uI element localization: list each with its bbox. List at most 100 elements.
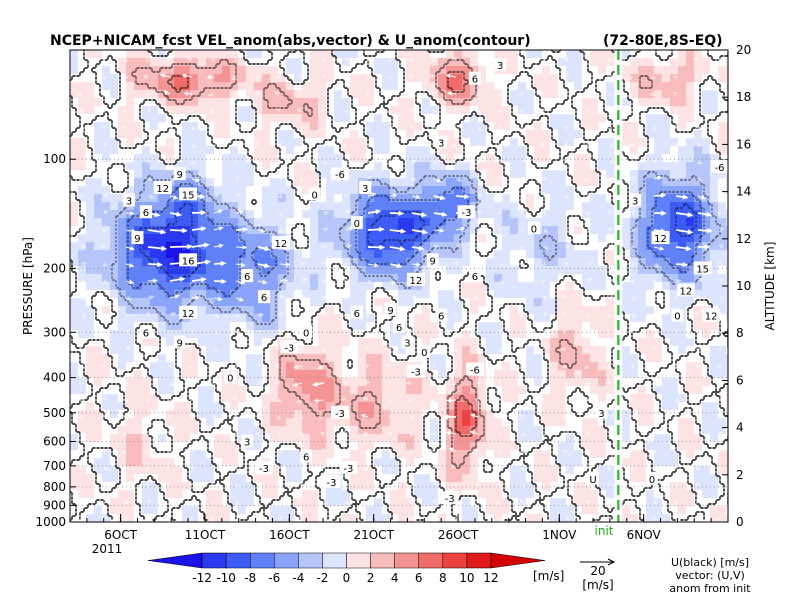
shading-cell bbox=[406, 98, 415, 107]
shading-cell bbox=[430, 50, 439, 59]
shading-cell bbox=[78, 402, 87, 411]
shading-cell bbox=[286, 426, 295, 435]
shading-cell bbox=[78, 322, 87, 331]
shading-cell bbox=[262, 250, 271, 259]
shading-cell bbox=[638, 186, 647, 195]
shading-cell bbox=[198, 154, 207, 163]
shading-cell bbox=[662, 186, 671, 195]
shading-cell bbox=[446, 394, 455, 403]
shading-cell bbox=[334, 306, 343, 315]
wind-vector bbox=[100, 379, 106, 385]
shading-cell bbox=[382, 290, 391, 299]
shading-cell bbox=[606, 186, 615, 195]
shading-cell bbox=[294, 178, 303, 187]
shading-cell bbox=[222, 66, 231, 75]
shading-cell bbox=[222, 482, 231, 491]
shading-cell bbox=[678, 218, 687, 227]
shading-cell bbox=[654, 418, 663, 427]
shading-cell bbox=[454, 322, 463, 331]
shading-cell bbox=[134, 410, 143, 419]
shading-cell bbox=[382, 170, 391, 179]
shading-cell bbox=[206, 218, 215, 227]
shading-cell bbox=[654, 466, 663, 475]
shading-cell bbox=[374, 474, 383, 483]
shading-cell bbox=[414, 66, 423, 75]
shading-cell bbox=[214, 498, 223, 507]
shading-cell bbox=[310, 498, 319, 507]
shading-cell bbox=[470, 394, 479, 403]
shading-cell bbox=[182, 162, 191, 171]
shading-cell bbox=[286, 490, 295, 499]
shading-cell bbox=[390, 498, 399, 507]
shading-cell bbox=[270, 66, 279, 75]
shading-cell bbox=[502, 114, 511, 123]
shading-cell bbox=[638, 242, 647, 251]
shading-cell bbox=[230, 210, 239, 219]
shading-cell bbox=[214, 106, 223, 115]
shading-cell bbox=[166, 258, 175, 267]
shading-cell bbox=[686, 242, 695, 251]
shading-cell bbox=[550, 82, 559, 91]
shading-cell bbox=[126, 98, 135, 107]
shading-cell bbox=[502, 338, 511, 347]
shading-cell bbox=[254, 82, 263, 91]
shading-cell bbox=[70, 226, 79, 235]
shading-cell bbox=[462, 314, 471, 323]
shading-cell bbox=[638, 442, 647, 451]
shading-cell bbox=[334, 194, 343, 203]
shading-cell bbox=[206, 98, 215, 107]
shading-cell bbox=[414, 434, 423, 443]
shading-cell bbox=[78, 314, 87, 323]
wind-vector bbox=[80, 278, 86, 284]
shading-cell bbox=[102, 114, 111, 123]
shading-cell bbox=[486, 130, 495, 139]
shading-cell bbox=[134, 290, 143, 299]
shading-cell bbox=[302, 162, 311, 171]
shading-cell bbox=[462, 322, 471, 331]
shading-cell bbox=[694, 450, 703, 459]
shading-cell bbox=[238, 458, 247, 467]
shading-cell bbox=[70, 58, 79, 67]
shading-cell bbox=[590, 138, 599, 147]
shading-cell bbox=[534, 474, 543, 483]
shading-cell bbox=[422, 506, 431, 515]
shading-cell bbox=[702, 442, 711, 451]
shading-cell bbox=[494, 170, 503, 179]
shading-cell bbox=[110, 178, 119, 187]
shading-cell bbox=[686, 458, 695, 467]
shading-cell bbox=[206, 402, 215, 411]
shading-cell bbox=[438, 162, 447, 171]
shading-cell bbox=[94, 146, 103, 155]
shading-cell bbox=[158, 98, 167, 107]
shading-cell bbox=[670, 298, 679, 307]
shading-cell bbox=[134, 474, 143, 483]
shading-cell bbox=[222, 450, 231, 459]
shading-cell bbox=[310, 306, 319, 315]
shading-cell bbox=[150, 282, 159, 291]
shading-cell bbox=[638, 370, 647, 379]
shading-cell bbox=[262, 490, 271, 499]
shading-cell bbox=[454, 434, 463, 443]
shading-cell bbox=[478, 274, 487, 283]
shading-cell bbox=[118, 138, 127, 147]
shading-cell bbox=[638, 354, 647, 363]
shading-cell bbox=[158, 370, 167, 379]
shading-cell bbox=[462, 138, 471, 147]
shading-cell bbox=[710, 362, 719, 371]
shading-cell bbox=[238, 130, 247, 139]
shading-cell bbox=[454, 290, 463, 299]
shading-cell bbox=[270, 170, 279, 179]
shading-cell bbox=[558, 306, 567, 315]
shading-cell bbox=[342, 178, 351, 187]
shading-cell bbox=[134, 170, 143, 179]
shading-cell bbox=[94, 66, 103, 75]
shading-cell bbox=[366, 426, 375, 435]
shading-cell bbox=[134, 114, 143, 123]
shading-cell bbox=[718, 74, 727, 83]
shading-cell bbox=[206, 338, 215, 347]
shading-cell bbox=[350, 378, 359, 387]
shading-cell bbox=[382, 194, 391, 203]
wind-vector bbox=[124, 313, 130, 318]
shading-cell bbox=[550, 250, 559, 259]
shading-cell bbox=[78, 450, 87, 459]
